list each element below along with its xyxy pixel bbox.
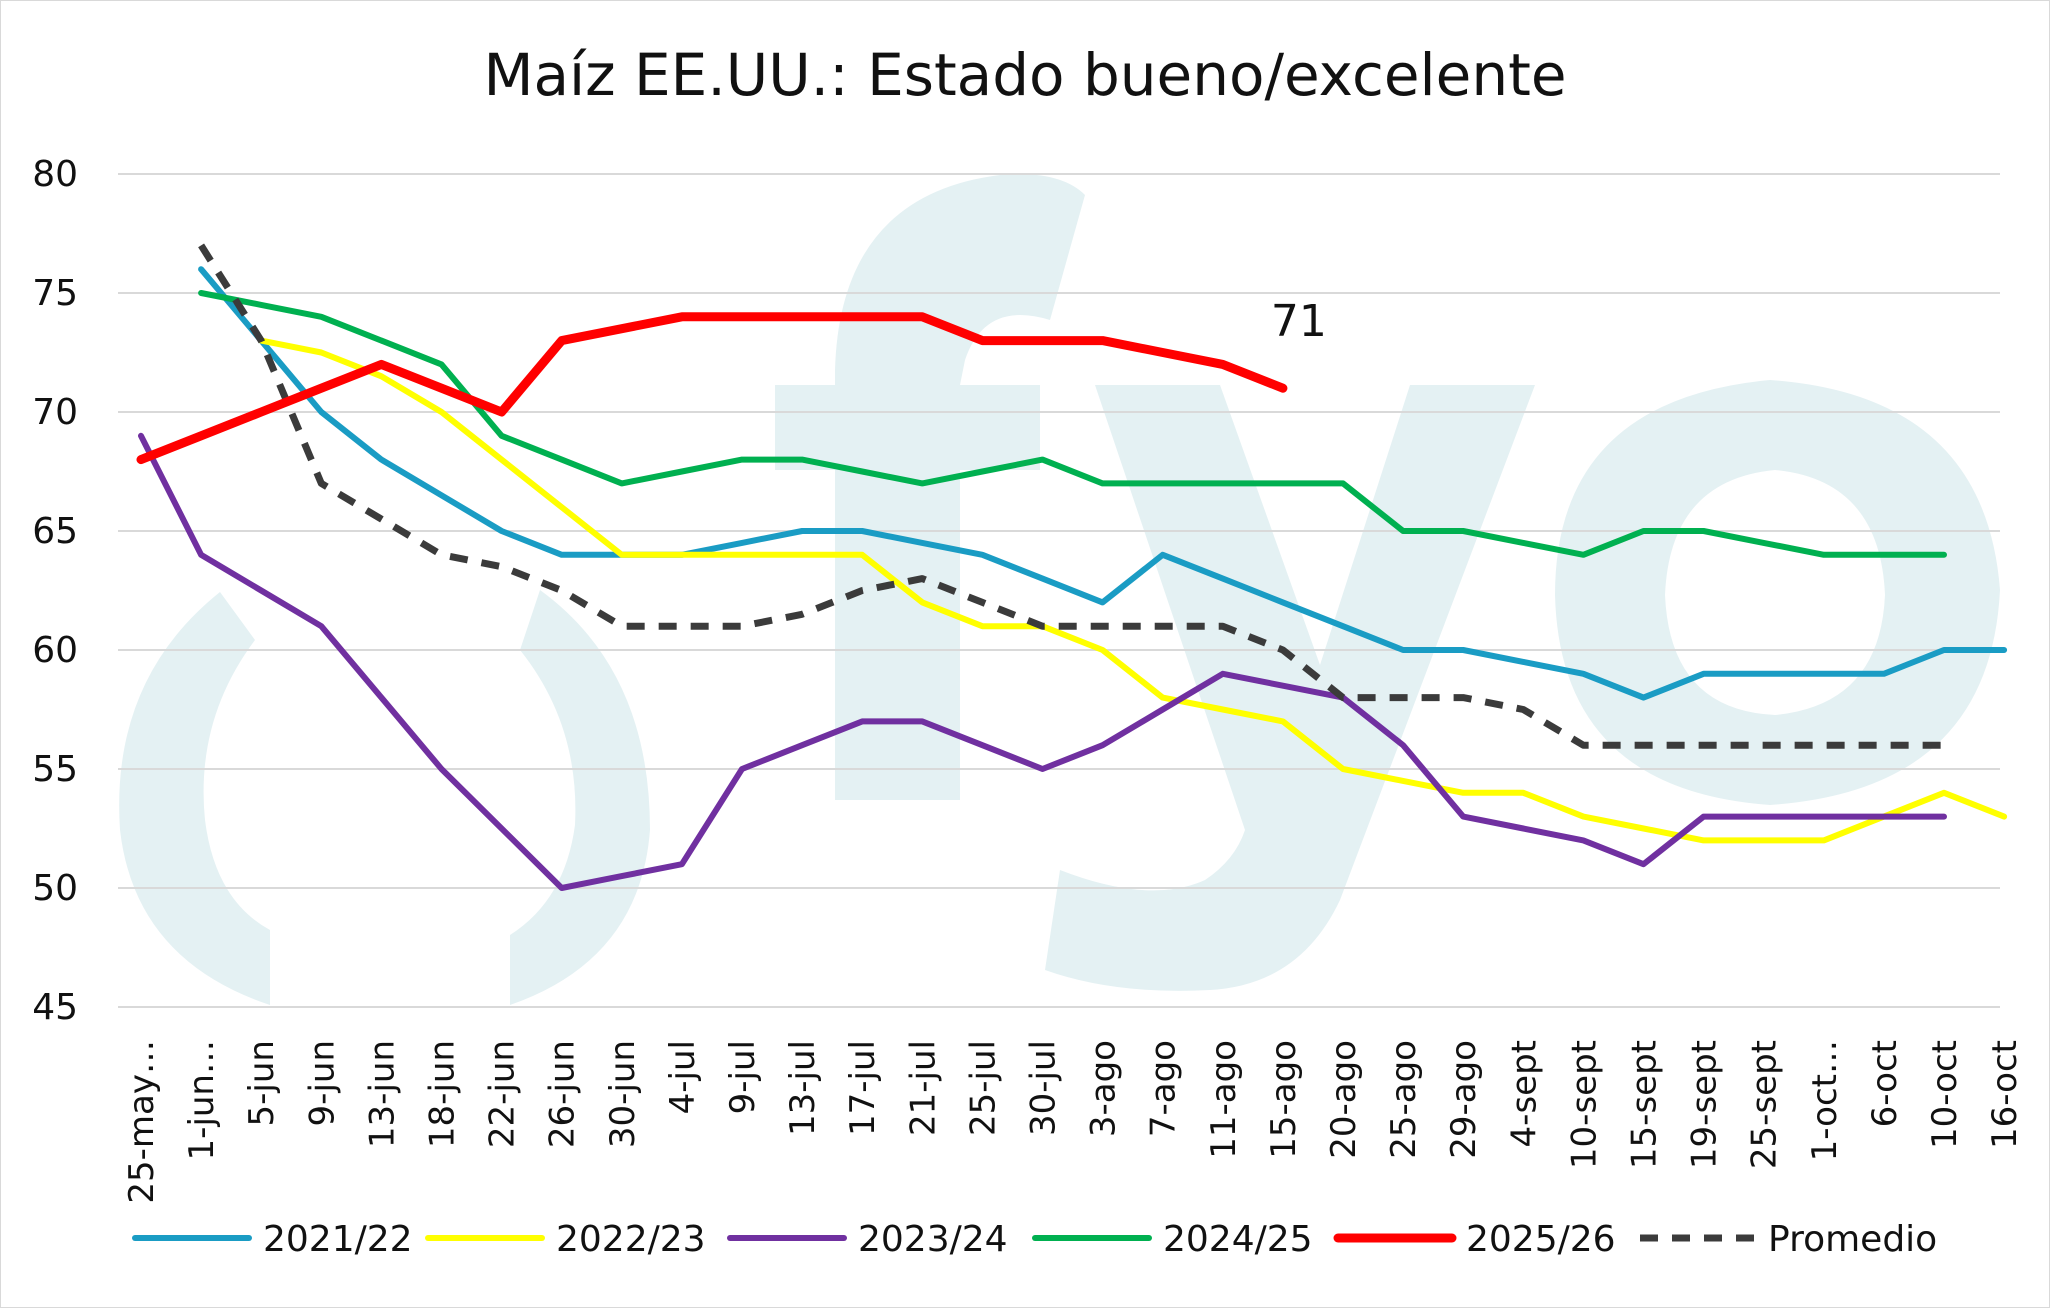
- legend-item-2023-24: 2023/24: [727, 1219, 1008, 1260]
- x-tick-label: 10-oct: [1925, 1040, 1965, 1149]
- x-axis: 25-may… 1-jun… 5-jun 9-jun 13-jun 18-jun 22-ju…: [122, 1040, 2025, 1204]
- data-label: 71: [1271, 296, 1327, 347]
- y-tick-label: 70: [32, 392, 78, 433]
- x-tick-label: 18-jun: [423, 1040, 463, 1148]
- y-tick-label: 55: [32, 749, 78, 790]
- legend-item-2024-25: 2024/25: [1032, 1219, 1313, 1260]
- series-line-promedio: [198, 243, 1944, 749]
- x-tick-label: 25-sept: [1745, 1040, 1785, 1169]
- x-tick-label: 13-jun: [362, 1040, 402, 1148]
- chart-title: Maíz EE.UU.: Estado bueno/excelente: [483, 41, 1566, 109]
- series-line-2022-23: [258, 337, 2008, 844]
- x-tick-label: 9-jul: [723, 1040, 763, 1114]
- y-axis: 45 50 55 60 65 70 75 80: [32, 154, 78, 1028]
- legend-item-promedio: Promedio: [1640, 1219, 1937, 1260]
- legend-label: 2024/25: [1163, 1219, 1313, 1260]
- x-tick-label: 6-oct: [1865, 1040, 1905, 1127]
- series-line-2021-22: [198, 266, 2008, 701]
- x-tick-label: 11-ago: [1204, 1040, 1244, 1159]
- legend-label: 2025/26: [1466, 1219, 1616, 1260]
- y-tick-label: 45: [32, 987, 78, 1028]
- x-tick-label: 21-jul: [903, 1040, 943, 1136]
- x-tick-label: 7-ago: [1144, 1040, 1184, 1137]
- series-layer: [136, 243, 2008, 891]
- x-tick-label: 9-jun: [302, 1040, 342, 1126]
- legend-item-2021-22: 2021/22: [132, 1219, 413, 1260]
- legend-label: 2021/22: [263, 1219, 413, 1260]
- fyo-watermark-logo: [119, 174, 2000, 1005]
- x-tick-label: 1-jun…: [182, 1040, 222, 1160]
- x-tick-label: 10-sept: [1564, 1040, 1604, 1169]
- y-tick-label: 60: [32, 630, 78, 671]
- x-tick-label: 22-jun: [483, 1040, 523, 1148]
- y-tick-label: 80: [32, 154, 78, 195]
- x-tick-label: 4-jul: [663, 1040, 703, 1114]
- y-tick-label: 50: [32, 868, 78, 909]
- y-tick-label: 75: [32, 273, 78, 314]
- x-tick-label: 1-oct…: [1805, 1040, 1845, 1161]
- legend-label: 2023/24: [858, 1219, 1008, 1260]
- legend-label: 2022/23: [556, 1219, 706, 1260]
- x-tick-label: 5-jun: [242, 1040, 282, 1126]
- x-tick-label: 19-sept: [1685, 1040, 1725, 1169]
- x-tick-label: 13-jul: [783, 1040, 823, 1136]
- x-tick-label: 30-jul: [1024, 1040, 1064, 1136]
- x-tick-label: 26-jun: [543, 1040, 583, 1148]
- x-tick-label: 25-may…: [122, 1040, 162, 1204]
- x-tick-label: 4-sept: [1504, 1040, 1544, 1147]
- annotation-layer: 71: [1271, 296, 1327, 347]
- series-line-2024-25: [198, 290, 1947, 558]
- x-tick-label: 29-ago: [1444, 1040, 1484, 1159]
- x-tick-label: 25-jul: [963, 1040, 1003, 1136]
- x-tick-label: 30-jun: [603, 1040, 643, 1148]
- x-tick-label: 16-oct: [1985, 1040, 2025, 1149]
- series-line-2023-24: [138, 432, 1947, 891]
- x-tick-label: 17-jul: [843, 1040, 883, 1136]
- legend-label: Promedio: [1768, 1219, 1937, 1260]
- legend-item-2022-23: 2022/23: [425, 1219, 706, 1260]
- x-tick-label: 25-ago: [1384, 1040, 1424, 1159]
- x-tick-label: 3-ago: [1084, 1040, 1124, 1137]
- y-tick-label: 65: [32, 511, 78, 552]
- x-tick-label: 15-sept: [1625, 1040, 1665, 1169]
- series-line-2025-26: [136, 312, 1288, 465]
- legend: 2021/22 2022/23 2023/24 2024/25 2025/26 Prome…: [132, 1219, 1937, 1260]
- x-tick-label: 15-ago: [1264, 1040, 1304, 1159]
- legend-item-2025-26: 2025/26: [1333, 1219, 1616, 1260]
- x-tick-label: 20-ago: [1324, 1040, 1364, 1159]
